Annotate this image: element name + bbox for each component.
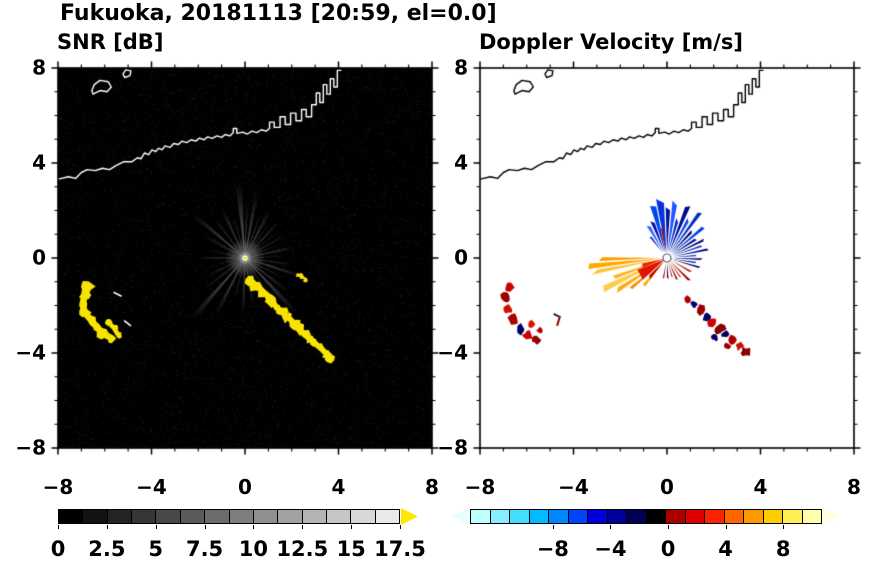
snr-colorbar-tick: [400, 525, 401, 529]
doppler-colorbar-cell: [783, 510, 803, 523]
snr-y-tick-label: 8: [32, 55, 46, 80]
snr-colorbar-tick: [253, 525, 255, 529]
snr-x-tick-label: 8: [425, 475, 439, 499]
doppler-panel-title: Doppler Velocity [m/s]: [479, 30, 743, 54]
doppler-colorbar-cell: [549, 510, 569, 523]
doppler-colorbar-cell: [763, 510, 783, 523]
snr-colorbar-tick-label: 7.5: [185, 537, 224, 561]
doppler-y-tick-label: −4: [437, 340, 468, 365]
snr-colorbar-tick-label: 5: [148, 537, 164, 561]
snr-colorbar-cell: [351, 510, 376, 523]
doppler-colorbar-tick-label: −4: [594, 537, 627, 561]
doppler-colorbar-tick: [610, 525, 612, 529]
snr-y-tick-label: 4: [32, 150, 46, 175]
doppler-colorbar-cell: [510, 510, 530, 523]
doppler-colorbar-tick-label: 8: [775, 537, 791, 561]
snr-panel-title: SNR [dB]: [57, 30, 164, 54]
snr-colorbar-tick-label: 12.5: [276, 537, 329, 561]
snr-colorbar-tick: [58, 525, 59, 529]
snr-colorbar-tick-label: 17.5: [374, 537, 426, 561]
doppler-colorbar-tick: [783, 525, 785, 529]
doppler-colorbar-cell: [490, 510, 510, 523]
doppler-colorbar-cell: [724, 510, 744, 523]
snr-colorbar-cell: [132, 510, 157, 523]
snr-colorbar-tick-label: 2.5: [88, 537, 126, 561]
doppler-colorbar-cell: [685, 510, 705, 523]
doppler-y-tick-label: −8: [437, 435, 468, 460]
doppler-plot-canvas: [470, 58, 864, 458]
snr-y-tick-label: 0: [32, 245, 46, 270]
doppler-colorbar-tick: [725, 525, 727, 529]
snr-colorbar: [58, 509, 400, 524]
snr-colorbar-cell: [302, 510, 327, 523]
snr-colorbar-tick: [155, 525, 157, 529]
doppler-x-tick-label: −4: [558, 475, 589, 499]
doppler-x-tick-label: −8: [464, 475, 496, 499]
snr-plot-canvas: [48, 58, 442, 458]
snr-colorbar-cell: [180, 510, 206, 523]
snr-colorbar-cell: [253, 510, 279, 523]
doppler-colorbar-tick-label: 4: [718, 537, 733, 561]
doppler-colorbar-cell: [744, 510, 764, 523]
snr-colorbar-tick: [204, 525, 206, 529]
doppler-colorbar-under-arrow: [452, 508, 469, 525]
doppler-colorbar: [470, 509, 822, 524]
snr-colorbar-over-arrow: [401, 508, 418, 525]
doppler-x-tick-label: 4: [753, 475, 768, 499]
snr-x-tick-label: 0: [238, 475, 252, 499]
doppler-y-tick-label: 8: [454, 55, 468, 80]
doppler-colorbar-cell: [705, 510, 725, 523]
snr-colorbar-cell: [83, 510, 108, 523]
snr-x-tick-label: −4: [136, 475, 167, 499]
snr-colorbar-tick: [106, 525, 108, 529]
snr-x-tick-label: −8: [42, 475, 74, 499]
snr-y-tick-label: −8: [15, 435, 46, 460]
snr-colorbar-tick-label: 15: [336, 537, 366, 561]
snr-colorbar-cell: [107, 510, 133, 523]
doppler-colorbar-tick: [552, 525, 554, 529]
doppler-x-tick-label: 0: [660, 475, 674, 499]
doppler-colorbar-cell: [471, 510, 491, 523]
snr-colorbar-tick: [351, 525, 353, 529]
doppler-colorbar-cell: [588, 510, 608, 523]
doppler-colorbar-over-arrow: [823, 508, 840, 525]
doppler-x-tick-label: 8: [847, 475, 861, 499]
doppler-colorbar-cell: [646, 510, 666, 523]
snr-colorbar-cell: [278, 510, 303, 523]
snr-colorbar-cell: [326, 510, 352, 523]
doppler-y-tick-label: 4: [454, 150, 468, 175]
doppler-colorbar-cell: [607, 510, 627, 523]
doppler-colorbar-tick-label: −8: [536, 537, 569, 561]
snr-x-tick-label: 4: [331, 475, 346, 499]
doppler-colorbar-cell: [529, 510, 549, 523]
snr-colorbar-tick-label: 10: [238, 537, 269, 561]
doppler-colorbar-cell: [666, 510, 686, 523]
snr-y-tick-label: −4: [15, 340, 46, 365]
doppler-colorbar-cell: [568, 510, 588, 523]
doppler-y-tick-label: 0: [454, 245, 468, 270]
snr-colorbar-cell: [375, 510, 400, 523]
doppler-colorbar-tick: [668, 525, 669, 529]
snr-colorbar-tick: [302, 525, 304, 529]
doppler-colorbar-tick-label: 0: [660, 537, 676, 561]
snr-colorbar-cell: [59, 510, 84, 523]
doppler-colorbar-cell: [627, 510, 647, 523]
snr-colorbar-cell: [229, 510, 254, 523]
snr-colorbar-tick-label: 0: [50, 537, 66, 561]
snr-colorbar-cell: [205, 510, 230, 523]
figure-title: Fukuoka, 20181113 [20:59, el=0.0]: [60, 1, 497, 26]
doppler-colorbar-cell: [802, 510, 821, 523]
snr-colorbar-cell: [156, 510, 181, 523]
